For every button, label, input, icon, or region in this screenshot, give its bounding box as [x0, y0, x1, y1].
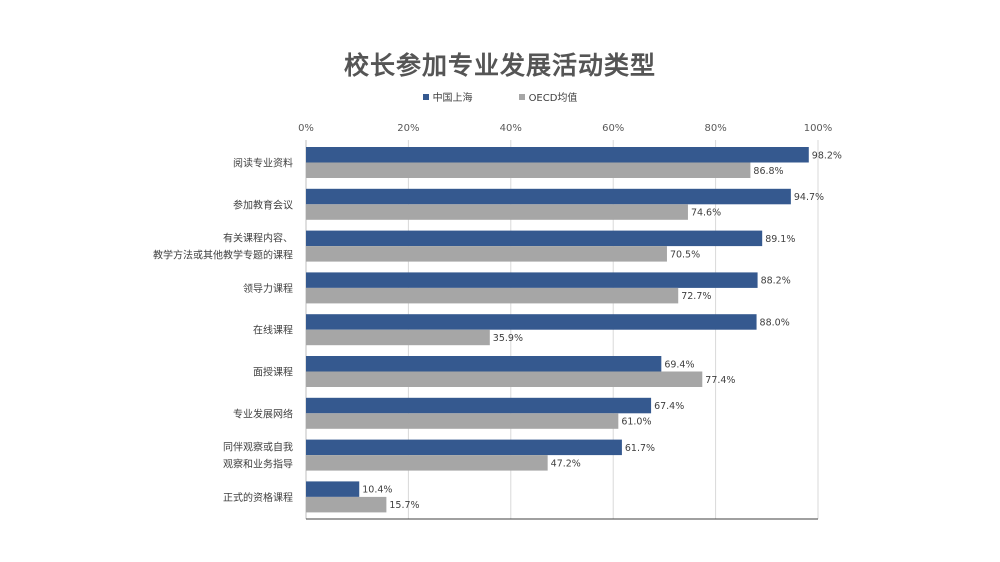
legend-swatch-shanghai — [422, 93, 429, 100]
bar-oecd — [306, 204, 688, 220]
data-label: 10.4% — [362, 485, 392, 496]
bar-shanghai — [306, 230, 763, 247]
bar-shanghai — [306, 439, 622, 456]
data-label: 77.4% — [705, 375, 735, 386]
data-label: 88.2% — [761, 276, 791, 287]
data-label: 15.7% — [389, 500, 419, 511]
data-label: 61.7% — [625, 443, 655, 454]
chart-title: 校长参加专业发展活动类型 — [343, 51, 656, 80]
category-label: 正式的资格课程 — [223, 491, 293, 504]
legend-item-oecd: OECD均值 — [518, 89, 578, 104]
bar-shanghai — [306, 314, 757, 330]
data-label: 74.6% — [691, 208, 721, 219]
bar-oecd — [306, 413, 619, 429]
data-label: 98.2% — [812, 150, 842, 161]
category-label: 参加教育会议 — [233, 198, 293, 211]
bar-oecd — [306, 246, 667, 262]
data-label: 89.1% — [765, 234, 795, 245]
bar-shanghai — [306, 397, 652, 414]
legend-swatch-oecd — [518, 93, 525, 100]
x-tick-label: 40% — [500, 123, 522, 134]
x-tick-label: 60% — [602, 123, 624, 134]
bar-shanghai — [306, 481, 360, 497]
bar-oecd — [306, 496, 387, 513]
x-tick-label: 100% — [804, 123, 833, 134]
x-tick-label: 80% — [704, 123, 726, 134]
data-label: 61.0% — [621, 417, 651, 428]
bar-shanghai — [306, 147, 809, 163]
data-label: 94.7% — [794, 192, 824, 203]
bar-oecd — [306, 287, 679, 304]
data-label: 67.4% — [654, 401, 684, 412]
category-label: 同伴观察或自我 — [223, 441, 293, 454]
bar-oecd — [306, 371, 703, 387]
data-label: 70.5% — [670, 249, 700, 260]
bar-shanghai — [306, 356, 662, 372]
bar-oecd — [306, 162, 751, 178]
bar-oecd — [306, 455, 548, 471]
bar-oecd — [306, 329, 490, 346]
x-tick-label: 20% — [397, 123, 419, 134]
legend-label-shanghai: 中国上海 — [432, 93, 473, 104]
category-label: 教学方法或其他教学专题的课程 — [153, 249, 293, 262]
data-label: 35.9% — [493, 333, 523, 344]
category-label: 专业发展网络 — [233, 407, 293, 420]
category-label: 阅读专业资料 — [233, 157, 293, 170]
category-label: 在线课程 — [253, 324, 293, 337]
category-label: 有关课程内容、 — [223, 232, 293, 245]
bar-shanghai — [306, 272, 758, 288]
bar-shanghai — [306, 188, 791, 205]
category-label: 观察和业务指导 — [223, 458, 293, 471]
legend-item-shanghai: 中国上海 — [422, 89, 473, 104]
category-label: 面授课程 — [253, 366, 293, 379]
data-label: 88.0% — [760, 317, 790, 328]
category-label: 领导力课程 — [243, 282, 293, 295]
legend: 中国上海 OECD均值 — [0, 89, 1000, 104]
data-label: 72.7% — [681, 291, 711, 302]
legend-label-oecd: OECD均值 — [528, 93, 578, 104]
x-tick-label: 0% — [298, 123, 314, 134]
data-label: 47.2% — [551, 458, 581, 469]
data-label: 69.4% — [664, 359, 694, 370]
data-label: 86.8% — [753, 166, 783, 177]
